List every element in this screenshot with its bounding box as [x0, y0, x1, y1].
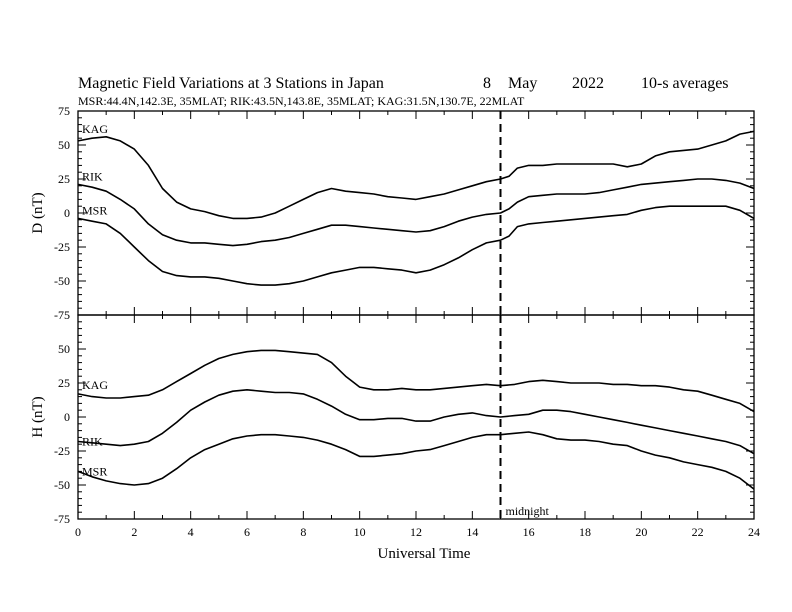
x-tick-label: 2: [131, 525, 137, 539]
y-tick-label: 50: [58, 138, 70, 152]
chart-title: Magnetic Field Variations at 3 Stations …: [78, 75, 384, 92]
title-averaging: 10-s averages: [641, 75, 729, 92]
series-label-kag: KAG: [82, 122, 108, 136]
x-tick-label: 0: [75, 525, 81, 539]
x-tick-label: 4: [188, 525, 194, 539]
x-tick-label: 20: [635, 525, 647, 539]
x-tick-label: 18: [579, 525, 591, 539]
series-line-msr: [77, 431, 755, 490]
y-axis-label: H (nT): [30, 396, 46, 437]
x-axis-label: Universal Time: [378, 546, 471, 562]
y-tick-label: -25: [54, 240, 70, 254]
series-line-kag: [77, 349, 755, 413]
x-tick-label: 22: [692, 525, 704, 539]
x-tick-label: 6: [244, 525, 250, 539]
x-tick-label: 16: [523, 525, 535, 539]
title-day: 8: [483, 75, 491, 92]
series-line-kag: [77, 130, 755, 220]
y-tick-label: 75: [58, 104, 70, 118]
y-tick-label: 50: [58, 342, 70, 356]
y-tick-label: 0: [64, 206, 70, 220]
x-tick-label: 12: [410, 525, 422, 539]
y-tick-label: 25: [58, 376, 70, 390]
series-line-rik: [77, 389, 755, 455]
y-tick-label: 25: [58, 172, 70, 186]
x-tick-label: 10: [354, 525, 366, 539]
series-label-rik: RIK: [82, 169, 103, 183]
series-label-msr: MSR: [82, 203, 107, 217]
midnight-label: midnight: [506, 504, 550, 518]
series-line-rik: [77, 178, 755, 247]
y-tick-label: -50: [54, 478, 70, 492]
y-tick-label: -50: [54, 274, 70, 288]
x-tick-label: 14: [466, 525, 478, 539]
y-tick-label: -25: [54, 444, 70, 458]
series-label-rik: RIK: [82, 434, 103, 448]
chart-subtitle: MSR:44.4N,142.3E, 35MLAT; RIK:43.5N,143.…: [78, 94, 525, 108]
d-panel: 75 50 25 0 -25 -50 -75 D (nT) KAG RIK MSR: [30, 104, 755, 322]
y-axis-label: D (nT): [30, 192, 46, 233]
x-tick-label: 24: [748, 525, 760, 539]
y-tick-label: -75: [54, 308, 70, 322]
y-tick-label: 0: [64, 410, 70, 424]
series-line-msr: [77, 205, 755, 286]
title-year: 2022: [572, 75, 604, 92]
x-tick-label: 8: [300, 525, 306, 539]
y-tick-label: -75: [54, 512, 70, 526]
series-label-kag: KAG: [82, 378, 108, 392]
series-label-msr: MSR: [82, 464, 107, 478]
title-month: May: [508, 75, 537, 92]
